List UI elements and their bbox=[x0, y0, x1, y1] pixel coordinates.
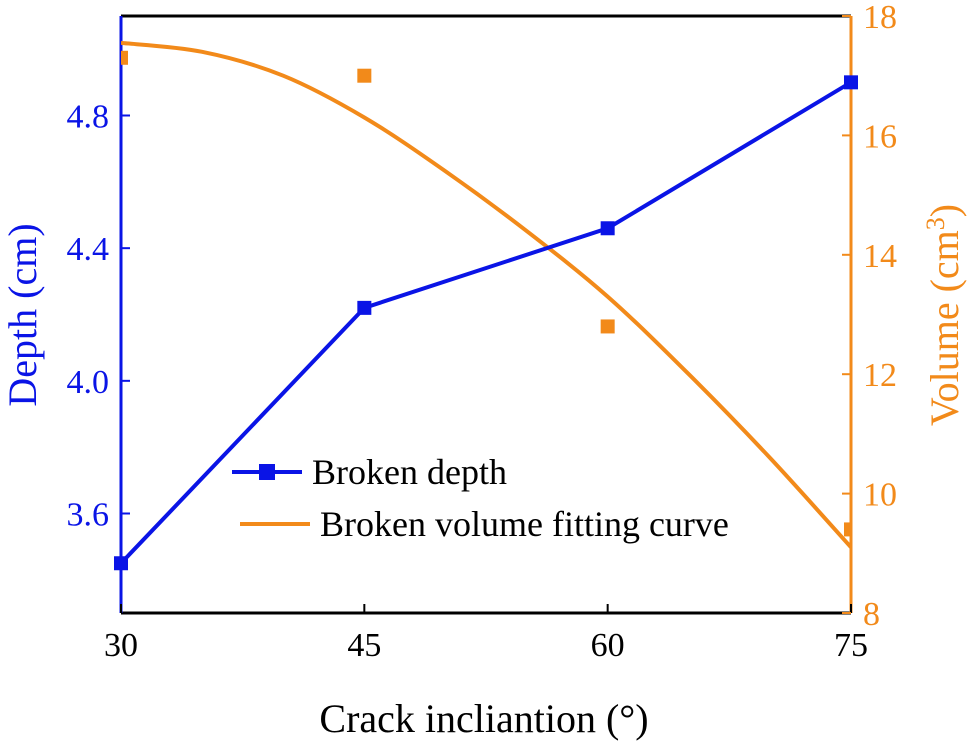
y-left-axis-title: Depth (cm) bbox=[0, 223, 45, 406]
depth-line bbox=[119, 80, 853, 565]
x-tick-label: 75 bbox=[834, 627, 868, 664]
volume-point bbox=[844, 522, 851, 537]
volume-point bbox=[357, 68, 372, 83]
legend-label-volume: Broken volume fitting curve bbox=[320, 504, 729, 544]
y-left-tick-label: 4.8 bbox=[67, 99, 110, 136]
depth-point bbox=[357, 300, 372, 315]
x-tick-label: 30 bbox=[104, 627, 138, 664]
y-right-tick-label: 10 bbox=[863, 477, 897, 514]
x-tick-label: 45 bbox=[347, 627, 381, 664]
depth-point bbox=[114, 556, 128, 571]
depth-point bbox=[600, 221, 615, 236]
y-right-tick-label: 14 bbox=[863, 238, 897, 275]
volume-fitting-curve bbox=[121, 40, 851, 549]
y-right-title-sup: 3 bbox=[921, 217, 950, 230]
legend-label-depth: Broken depth bbox=[312, 452, 507, 492]
volume-point bbox=[600, 319, 615, 334]
plot-area: 30 45 60 75 3.6 4.0 4.4 4.8 8 10 12 14 16 18 bbox=[67, 0, 898, 664]
depth-point bbox=[844, 75, 858, 90]
y-right-tick-label: 16 bbox=[863, 118, 897, 155]
y-left-tick-label: 4.0 bbox=[67, 364, 110, 401]
x-tick-label: 60 bbox=[591, 627, 625, 664]
y-left-tick-label: 4.4 bbox=[67, 231, 110, 268]
legend-marker-depth bbox=[259, 464, 275, 480]
x-axis-title: Crack incliantion (°) bbox=[319, 696, 648, 741]
legend: Broken depth Broken volume fitting curve bbox=[232, 452, 729, 544]
y-right-title-close: ) bbox=[922, 204, 967, 217]
y-right-axis-title: Volume (cm3) bbox=[921, 204, 967, 426]
y-right-tick-label: 8 bbox=[863, 596, 880, 633]
volume-point bbox=[121, 50, 128, 65]
y-right-tick-label: 12 bbox=[863, 357, 897, 394]
y-right-tick-label: 18 bbox=[863, 0, 897, 36]
y-left-tick-label: 3.6 bbox=[67, 497, 110, 534]
y-right-title-base: Volume (cm bbox=[922, 230, 967, 426]
